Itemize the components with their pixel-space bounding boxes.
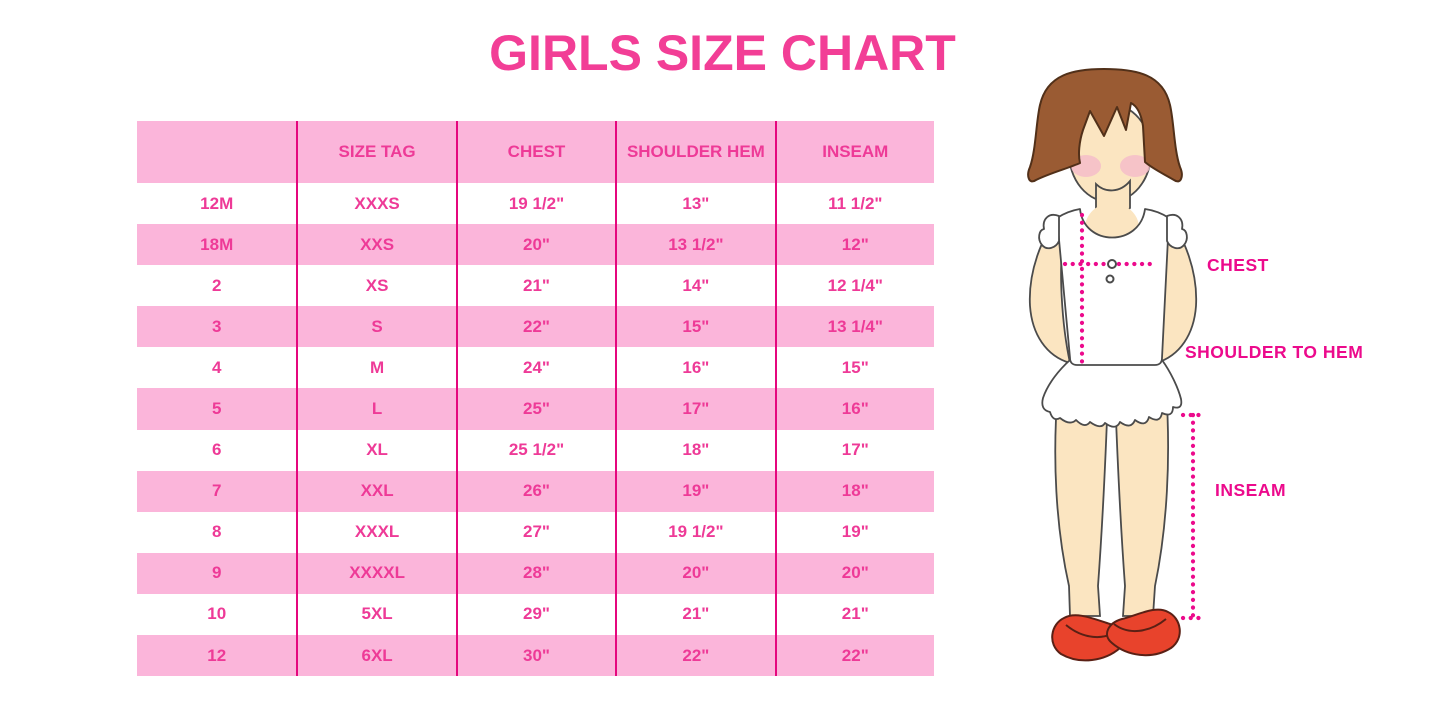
header-cell: INSEAM — [774, 121, 934, 183]
table-cell: 30" — [455, 635, 616, 677]
page-title: GIRLS SIZE CHART — [489, 25, 956, 81]
chest-label: CHEST — [1207, 255, 1269, 275]
girl-top-bodice — [1056, 208, 1170, 366]
table-cell: 10 — [137, 593, 297, 636]
table-cell: 16" — [615, 347, 775, 389]
table-cell: 12" — [774, 224, 934, 266]
girl-top-button-2 — [1105, 274, 1115, 284]
table-cell: 25" — [455, 388, 616, 430]
table-cell: M — [296, 347, 456, 389]
table-cell: 24" — [455, 347, 616, 389]
table-cell: XXXS — [296, 183, 456, 225]
table-cell: 12 — [137, 635, 297, 677]
table-cell: S — [296, 306, 456, 348]
table-cell: 6XL — [296, 635, 456, 677]
table-cell: 18" — [774, 470, 934, 512]
table-cell: 18" — [615, 429, 775, 471]
table-cell: XS — [296, 265, 456, 307]
table-cell: XXXL — [296, 511, 456, 553]
table-cell: 16" — [774, 388, 934, 430]
table-cell: 13 1/2" — [615, 224, 775, 266]
table-cell: 20" — [774, 552, 934, 594]
table-cell: 8 — [137, 511, 297, 553]
table-cell: 20" — [615, 552, 775, 594]
table-cell: XXL — [296, 470, 456, 512]
header-cell — [137, 121, 297, 183]
table-cell: 28" — [455, 552, 616, 594]
table-cell: 22" — [774, 635, 934, 677]
girl-top-button-1 — [1107, 259, 1117, 269]
table-cell: 2 — [137, 265, 297, 307]
table-cell: 14" — [615, 265, 775, 307]
girl-frill-left — [1038, 214, 1060, 250]
girl-frill-right — [1166, 214, 1188, 250]
header-cell: SIZE TAG — [296, 121, 456, 183]
table-cell: 5XL — [296, 593, 456, 636]
table-cell: 22" — [455, 306, 616, 348]
girls-size-chart-table: SIZE TAG CHEST SHOULDER HEM INSEAM 12M XXXS 19… — [137, 121, 934, 677]
table-cell: 22" — [615, 635, 775, 677]
table-cell: 25 1/2" — [455, 429, 616, 471]
table-cell: 4 — [137, 347, 297, 389]
table-cell: 19 1/2" — [615, 511, 775, 553]
table-cell: 21" — [615, 593, 775, 636]
table-cell: 6 — [137, 429, 297, 471]
table-cell: 17" — [615, 388, 775, 430]
table-cell: XXXXL — [296, 552, 456, 594]
table-cell: 12 1/4" — [774, 265, 934, 307]
table-cell: 20" — [455, 224, 616, 266]
girl-skirt — [1041, 359, 1183, 428]
girl-leg-right — [1114, 387, 1169, 617]
table-cell: 13 1/4" — [774, 306, 934, 348]
inseam-label: INSEAM — [1215, 480, 1286, 500]
table-cell: L — [296, 388, 456, 430]
girl-measurement-diagram: CHEST SHOULDER TO HEM INSEAM — [990, 58, 1440, 703]
table-cell: 21" — [774, 593, 934, 636]
girl-shoe-right-strap — [1113, 618, 1167, 632]
table-cell: 21" — [455, 265, 616, 307]
table-cell: 19 1/2" — [455, 183, 616, 225]
table-cell: 15" — [615, 306, 775, 348]
header-cell: CHEST — [455, 121, 616, 183]
table-cell: 9 — [137, 552, 297, 594]
girl-cheek-right — [1120, 155, 1150, 177]
table-cell: 18M — [137, 224, 297, 266]
girl-shoe-right — [1106, 608, 1181, 657]
table-cell: 19" — [615, 470, 775, 512]
table-cell: XXS — [296, 224, 456, 266]
table-cell: 11 1/2" — [774, 183, 934, 225]
table-cell: 27" — [455, 511, 616, 553]
girl-illustration: CHEST SHOULDER TO HEM INSEAM — [1027, 68, 1363, 662]
table-cell: 3 — [137, 306, 297, 348]
table-cell: 12M — [137, 183, 297, 225]
table-cell: 26" — [455, 470, 616, 512]
table-cell: 29" — [455, 593, 616, 636]
table-cell: 5 — [137, 388, 297, 430]
girl-hair — [1027, 68, 1183, 183]
table-cell: 15" — [774, 347, 934, 389]
shoulder-to-hem-label: SHOULDER TO HEM — [1185, 342, 1363, 362]
table-cell: XL — [296, 429, 456, 471]
table-cell: 7 — [137, 470, 297, 512]
table-cell: 13" — [615, 183, 775, 225]
table-cell: 19" — [774, 511, 934, 553]
header-cell: SHOULDER HEM — [615, 121, 775, 183]
table-cell: 17" — [774, 429, 934, 471]
